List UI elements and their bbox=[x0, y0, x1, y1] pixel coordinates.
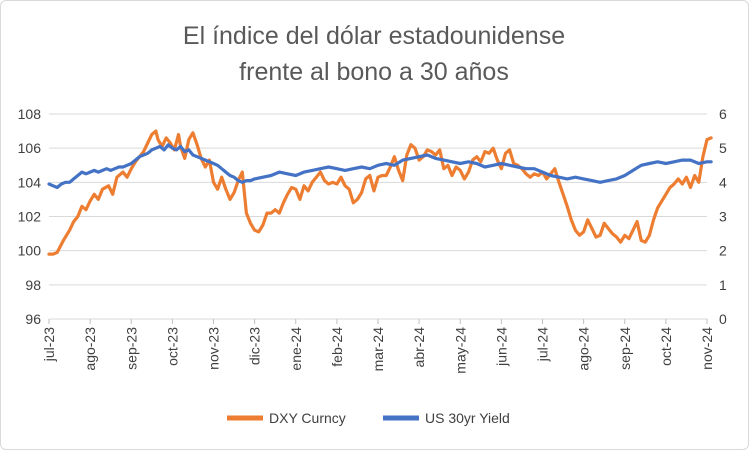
x-axis-tick-jul-23: jul-23 bbox=[41, 327, 57, 362]
x-axis-tick-nov-24: nov-24 bbox=[699, 327, 715, 370]
x-axis-tick-ago-24: ago-24 bbox=[576, 327, 592, 371]
x-axis-tick-mar-24: mar-24 bbox=[370, 327, 386, 372]
right-axis-tick-0: 0 bbox=[719, 311, 727, 327]
legend-label-dxy: DXY Curncy bbox=[269, 410, 346, 426]
x-axis-tick-ene-24: ene-24 bbox=[288, 327, 304, 371]
left-axis-tick-102: 102 bbox=[18, 209, 42, 225]
x-axis-tick-oct-23: oct-23 bbox=[164, 327, 180, 366]
legend-label-us30yr: US 30yr Yield bbox=[425, 410, 510, 426]
x-axis-tick-oct-24: oct-24 bbox=[658, 327, 674, 366]
right-axis-tick-2: 2 bbox=[719, 243, 727, 259]
chart-title-line-2: frente al bono a 30 años bbox=[239, 58, 509, 86]
x-axis-tick-sep-23: sep-23 bbox=[123, 327, 139, 370]
x-axis-tick-dic-23: dic-23 bbox=[247, 327, 263, 365]
axis-ticks: 96 98 100 102 104 106 108 0 1 2 3 4 5 6 jul-23 ago-23 se… bbox=[18, 106, 727, 374]
x-axis-tick-may-24: may-24 bbox=[452, 327, 468, 374]
series-line-dxy bbox=[47, 129, 713, 256]
right-axis-tick-1: 1 bbox=[719, 277, 727, 293]
x-axis-tick-feb-24: feb-24 bbox=[329, 327, 345, 367]
chart-title-line-1: El índice del dólar estadounidense bbox=[183, 22, 565, 50]
left-axis-tick-104: 104 bbox=[18, 174, 42, 190]
left-axis-tick-108: 108 bbox=[18, 106, 42, 122]
x-axis-tick-abr-24: abr-24 bbox=[411, 327, 427, 368]
right-axis-tick-4: 4 bbox=[719, 174, 727, 190]
right-axis-tick-6: 6 bbox=[719, 106, 727, 122]
left-axis-tick-96: 96 bbox=[25, 311, 41, 327]
right-axis-tick-5: 5 bbox=[719, 140, 727, 156]
plot-area bbox=[47, 129, 713, 256]
x-axis-tick-sep-24: sep-24 bbox=[617, 327, 633, 370]
legend: DXY Curncy US 30yr Yield bbox=[227, 410, 510, 426]
right-axis-tick-3: 3 bbox=[719, 209, 727, 225]
x-axis-tick-jul-24: jul-24 bbox=[535, 327, 551, 362]
left-axis-tick-98: 98 bbox=[25, 277, 41, 293]
left-axis-tick-106: 106 bbox=[18, 140, 42, 156]
x-axis-tick-jun-24: jun-24 bbox=[493, 327, 509, 367]
x-axis-tick-nov-23: nov-23 bbox=[206, 327, 222, 370]
x-axis-tick-ago-23: ago-23 bbox=[82, 327, 98, 371]
left-axis-tick-100: 100 bbox=[18, 243, 42, 259]
series-line-us30yr bbox=[47, 143, 713, 190]
